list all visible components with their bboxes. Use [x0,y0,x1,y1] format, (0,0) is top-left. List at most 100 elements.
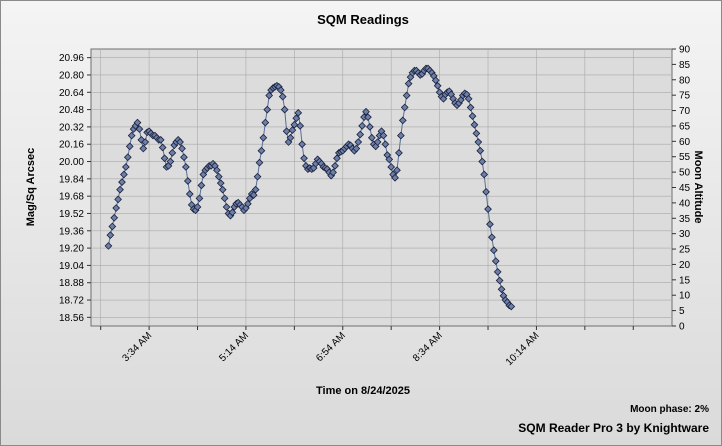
data-point [300,154,308,163]
data-point [135,125,144,133]
data-point [288,126,297,135]
data-point [176,138,184,146]
data-point [156,136,165,144]
data-point [182,163,190,171]
y2-tick-label: 90 [679,45,691,56]
y-tick-label: 18.72 [59,296,84,307]
data-point [127,131,136,140]
x-tick-label: 3:34 AM [120,330,154,364]
data-point [391,173,399,182]
data-point [133,118,142,127]
y-tick-label: 19.04 [59,261,84,272]
y-tick-label: 18.56 [59,313,84,324]
y-tick-label: 18.88 [59,278,84,289]
data-point [385,155,394,164]
x-axis-label: Time on 8/24/2025 [316,385,410,397]
data-point [125,142,134,151]
y2-tick-label: 5 [679,306,685,317]
data-point [395,149,403,157]
x-tick-label: 8:34 AM [411,330,445,364]
y2-tick-label: 70 [679,106,691,117]
data-point [507,302,516,311]
y2-tick-label: 10 [679,291,691,302]
y-tick-label: 20.64 [59,88,84,99]
data-point [120,170,128,179]
data-point [158,143,167,152]
y-tick-label: 20.48 [59,105,84,116]
data-point [280,105,289,114]
data-point [356,130,365,139]
y2-tick-label: 30 [679,229,691,240]
data-point [474,138,483,146]
data-point [495,276,504,285]
data-point [381,140,390,149]
y2-tick-label: 35 [679,214,691,225]
data-point [178,144,186,153]
y2-tick-label: 50 [679,168,691,179]
y2-tick-label: 85 [679,60,691,71]
data-point [397,131,405,140]
data-point [433,81,442,90]
data-point [118,178,126,186]
plot-area [90,48,673,327]
data-point [263,105,272,114]
data-point [292,114,301,123]
data-point [183,177,192,185]
x-axis-ticks: 3:34 AM 5:14 AM 6:54 AM 8:34 AM 10:14 AM [100,326,634,368]
data-point [358,121,366,130]
data-point [362,107,370,116]
data-point [106,231,115,239]
data-point [404,79,413,88]
data-point [464,94,473,103]
data-point [193,203,202,211]
data-point [364,113,372,122]
series-group [104,64,516,311]
data-point [466,103,475,112]
y-tick-label: 19.68 [59,192,84,203]
data-point [331,161,339,170]
data-point [185,190,194,198]
data-point [276,86,285,94]
data-point [488,233,496,242]
data-point [261,118,270,127]
data-point [387,163,396,171]
data-point [257,146,266,155]
data-point [484,205,492,214]
data-point [491,257,500,265]
y-axis-label: Mag/Sq Arcsec [25,148,37,226]
data-point [296,121,305,130]
y-tick-label: 20.32 [59,122,84,133]
data-point [116,185,124,194]
data-point [393,166,401,175]
data-point [476,146,485,155]
grid-lines [91,49,672,326]
data-point [379,131,388,140]
data-point [294,108,303,117]
data-point [482,187,490,196]
y2-tick-label: 55 [679,152,691,163]
data-point [251,185,260,194]
y2-tick-label: 25 [679,245,691,256]
data-point [218,185,227,194]
data-point [468,112,477,120]
data-point [367,133,376,142]
y-tick-label: 19.20 [59,244,84,255]
data-point [104,242,113,250]
data-point [472,129,481,138]
data-point [398,116,407,125]
data-point [214,172,223,181]
y2-tick-label: 65 [679,121,691,132]
data-point [278,92,287,101]
y2-tick-label: 20 [679,260,691,271]
data-point [478,157,487,166]
data-point [108,222,117,231]
data-point [166,157,175,166]
data-point [216,179,225,188]
data-point [402,91,411,100]
data-point [253,172,262,181]
data-point [139,144,148,153]
data-point [431,76,440,85]
data-point [286,133,295,142]
